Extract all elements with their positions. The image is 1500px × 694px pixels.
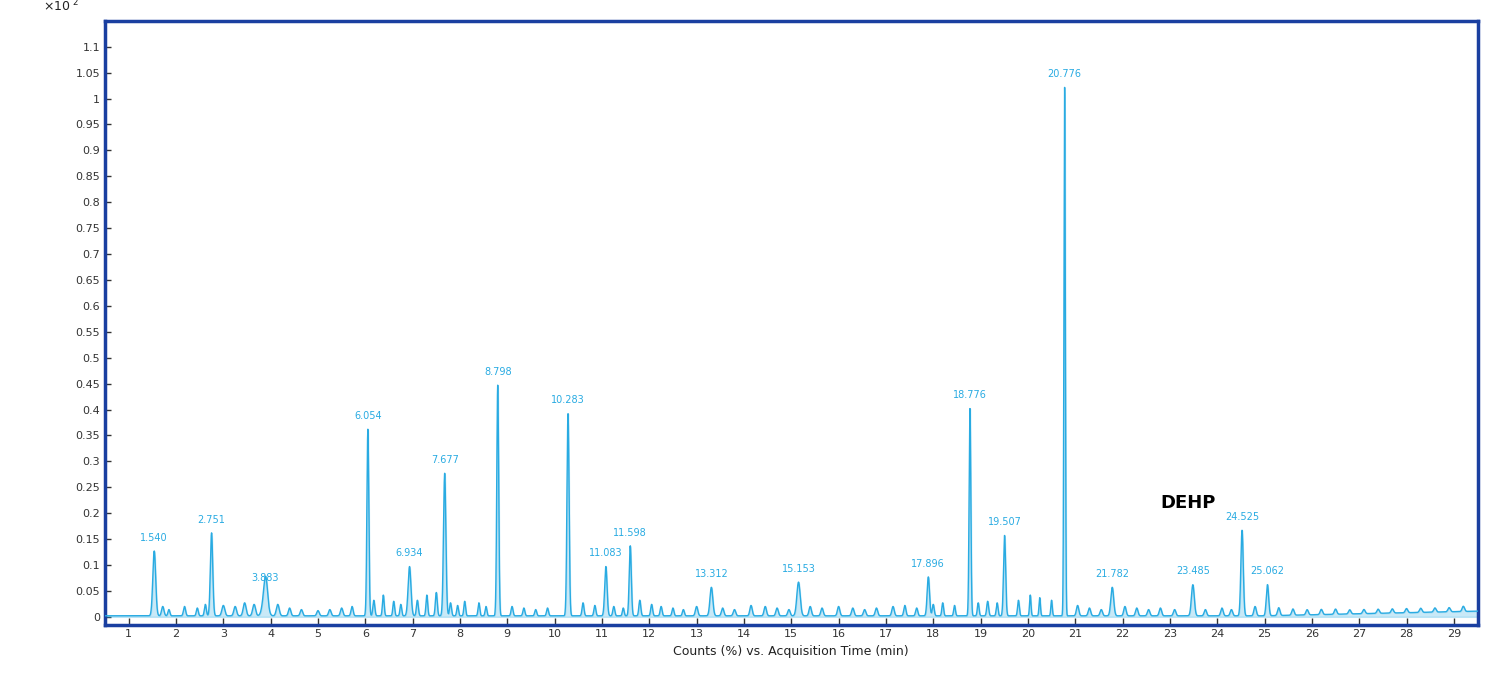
Text: 10.283: 10.283 bbox=[550, 396, 585, 405]
Text: 19.507: 19.507 bbox=[987, 517, 1022, 527]
Text: 7.677: 7.677 bbox=[430, 455, 459, 465]
Text: 23.485: 23.485 bbox=[1176, 566, 1210, 577]
Text: 6.934: 6.934 bbox=[396, 548, 423, 558]
Text: 24.525: 24.525 bbox=[1226, 512, 1258, 522]
Text: 2.751: 2.751 bbox=[198, 514, 225, 525]
Text: 25.062: 25.062 bbox=[1251, 566, 1284, 577]
Text: 17.896: 17.896 bbox=[912, 559, 945, 568]
Text: 6.054: 6.054 bbox=[354, 411, 381, 421]
Text: $\times$10$^{\ 2}$: $\times$10$^{\ 2}$ bbox=[44, 0, 80, 15]
Text: 21.782: 21.782 bbox=[1095, 569, 1130, 579]
Text: 3.883: 3.883 bbox=[252, 573, 279, 583]
Text: 8.798: 8.798 bbox=[484, 367, 512, 377]
Text: 20.776: 20.776 bbox=[1047, 69, 1082, 79]
Text: DEHP: DEHP bbox=[1161, 494, 1216, 511]
Text: 13.312: 13.312 bbox=[694, 569, 728, 579]
Text: 11.598: 11.598 bbox=[614, 527, 646, 538]
X-axis label: Counts (%) vs. Acquisition Time (min): Counts (%) vs. Acquisition Time (min) bbox=[674, 645, 909, 658]
Text: 11.083: 11.083 bbox=[590, 548, 622, 558]
Text: 15.153: 15.153 bbox=[782, 564, 816, 574]
Text: 1.540: 1.540 bbox=[141, 533, 168, 543]
Text: 18.776: 18.776 bbox=[952, 390, 987, 400]
